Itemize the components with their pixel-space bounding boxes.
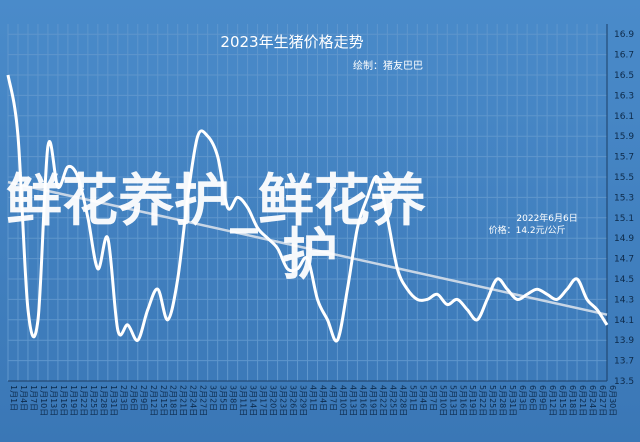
- x-tick-label: 6月3日: [518, 385, 527, 411]
- y-tick-label: 15.3: [614, 193, 634, 203]
- chart-subtitle: 绘制：猪友巴巴: [353, 59, 423, 72]
- x-tick-label: 4月28日: [398, 385, 407, 416]
- y-tick-label: 15.7: [614, 153, 634, 163]
- x-tick-label: 6月15日: [558, 385, 567, 416]
- x-tick-label: 4月10日: [338, 385, 347, 416]
- x-tick-label: 2月6日: [129, 385, 138, 411]
- x-tick-label: 2月24日: [189, 385, 198, 416]
- y-tick-label: 16.3: [614, 91, 634, 101]
- watermark-line-1: 鲜花养护_鲜花养: [6, 169, 426, 234]
- y-tick-label: 13.7: [614, 357, 634, 367]
- x-tick-label: 4月4日: [318, 385, 327, 411]
- grid-layer: [7, 24, 608, 382]
- watermark-line-2: 护: [282, 223, 338, 288]
- axis-layer: [8, 24, 608, 382]
- x-tick-label: 2月9日: [139, 385, 148, 411]
- price-series-line: [6, 74, 609, 343]
- x-tick-label: 3月26日: [289, 385, 298, 416]
- x-tick-label: 3月23日: [279, 385, 288, 416]
- x-tick-label: 6月24日: [588, 385, 597, 416]
- x-tick-label: 3月11日: [239, 385, 248, 416]
- y-tick-labels: 13.5 13.7 13.9 14.1 14.3 14.5 14.7 14.9 15.1 15.3…: [614, 30, 634, 387]
- y-tick-label: 14.7: [614, 255, 634, 265]
- x-tick-label: 3月17日: [259, 385, 268, 416]
- x-tick-label: 2月27日: [199, 385, 208, 416]
- x-tick-label: 6月27日: [598, 385, 607, 416]
- x-tick-label: 3月29日: [299, 385, 308, 416]
- x-tick-label: 4月1日: [309, 385, 318, 411]
- x-tick-label: 4月25日: [388, 385, 397, 416]
- x-tick-label: 3月20日: [269, 385, 278, 416]
- y-tick-label: 15.5: [614, 173, 634, 183]
- x-tick-label: 5月28日: [498, 385, 507, 416]
- x-tick-label: 5月22日: [478, 385, 487, 416]
- x-tick-label: 1月16日: [59, 385, 68, 416]
- x-tick-label: 6月21日: [578, 385, 587, 416]
- x-tick-label: 1月28日: [99, 385, 108, 416]
- y-tick-label: 15.1: [614, 214, 634, 224]
- x-tick-label: 1月31日: [109, 385, 118, 416]
- x-tick-label: 6月9日: [538, 385, 547, 411]
- y-tick-label: 13.5: [614, 377, 634, 387]
- y-tick-label: 15.9: [614, 132, 634, 142]
- x-tick-label: 5月19日: [468, 385, 477, 416]
- x-tick-label: 1月13日: [49, 385, 58, 416]
- x-tick-labels: 1月1日 1月4日 1月7日 1月10日 1月13日 1月16日 1月19日 1月22日 1月2…: [9, 385, 617, 416]
- x-tick-label: 1月22日: [79, 385, 88, 416]
- x-tick-label: 1月19日: [69, 385, 78, 416]
- trend-layer: [7, 180, 608, 316]
- x-tick-label: 6月30日: [608, 385, 617, 416]
- x-tick-label: 1月4日: [19, 385, 28, 411]
- x-tick-label: 4月19日: [368, 385, 377, 416]
- x-tick-label: 5月16日: [458, 385, 467, 416]
- x-tick-label: 3月5日: [219, 385, 228, 411]
- x-tick-label: 1月7日: [29, 385, 38, 411]
- y-tick-label: 16.1: [614, 112, 634, 122]
- x-tick-label: 5月31日: [508, 385, 517, 416]
- x-tick-label: 4月16日: [358, 385, 367, 416]
- y-tick-label: 16.5: [614, 71, 634, 81]
- y-tick-label: 14.1: [614, 316, 634, 326]
- x-tick-label: 4月13日: [348, 385, 357, 416]
- y-tick-label: 14.5: [614, 275, 634, 285]
- x-tick-label: 2月15日: [159, 385, 168, 416]
- y-tick-label: 14.9: [614, 234, 634, 244]
- trend-line: [7, 180, 608, 316]
- x-tick-label: 2月3日: [119, 385, 128, 411]
- y-tick-label: 14.3: [614, 295, 634, 305]
- x-tick-label: 1月1日: [9, 385, 18, 411]
- y-tick-label: 13.9: [614, 336, 634, 346]
- annotation-label: 2022年6月6日: [516, 212, 577, 224]
- annotation-label: 价格：14.2元/公斤: [489, 224, 566, 236]
- x-tick-label: 5月1日: [408, 385, 417, 411]
- x-tick-label: 5月7日: [428, 385, 437, 411]
- x-tick-label: 5月13日: [448, 385, 457, 416]
- x-tick-label: 5月4日: [418, 385, 427, 411]
- x-tick-label: 3月14日: [249, 385, 258, 416]
- x-tick-label: 4月7日: [328, 385, 337, 411]
- x-tick-label: 2月18日: [169, 385, 178, 416]
- x-tick-label: 5月10日: [438, 385, 447, 416]
- y-tick-label: 16.9: [614, 30, 634, 40]
- x-tick-label: 4月22日: [378, 385, 387, 416]
- x-tick-label: 3月8日: [229, 385, 238, 411]
- x-tick-label: 6月12日: [548, 385, 557, 416]
- x-tick-label: 1月10日: [39, 385, 48, 416]
- x-tick-label: 6月6日: [528, 385, 537, 411]
- x-tick-label: 3月2日: [209, 385, 218, 411]
- x-tick-label: 2月12日: [149, 385, 158, 416]
- series-layer: [6, 74, 609, 343]
- y-tick-label: 16.7: [614, 51, 634, 61]
- x-tick-label: 2月21日: [179, 385, 188, 416]
- x-tick-label: 5月25日: [488, 385, 497, 416]
- chart-title: 2023年生猪价格走势: [220, 33, 363, 51]
- x-tick-label: 1月25日: [89, 385, 98, 416]
- x-tick-label: 6月18日: [568, 385, 577, 416]
